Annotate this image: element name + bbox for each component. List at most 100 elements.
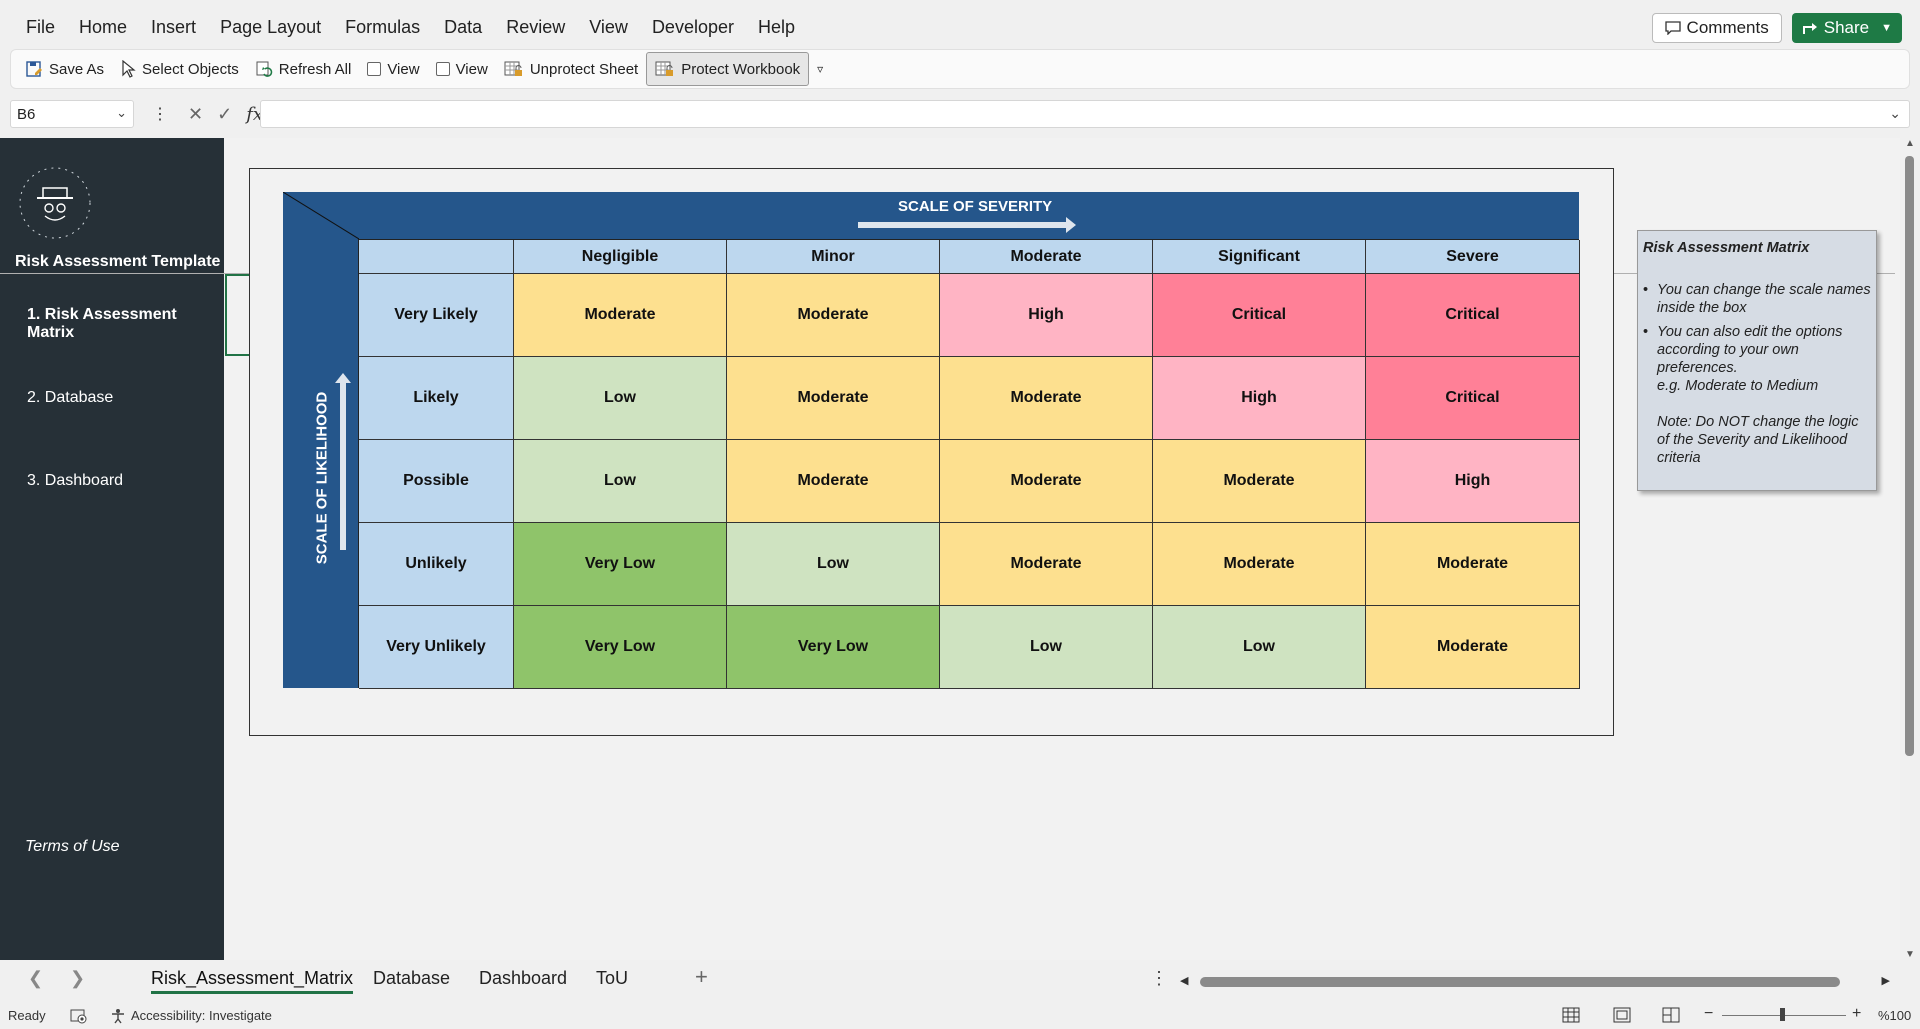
nav-database[interactable]: 2. Database xyxy=(27,389,114,406)
nav-dashboard[interactable]: 3. Dashboard xyxy=(27,472,124,489)
risk-cell[interactable]: Moderate xyxy=(727,357,940,440)
add-sheet-icon[interactable]: + xyxy=(695,964,708,989)
severity-header-cell[interactable]: Minor xyxy=(727,240,940,274)
chevron-down-icon[interactable]: ⌄ xyxy=(116,105,127,120)
sheet-area[interactable]: Risk Assessment Template 1. Risk Assessm… xyxy=(0,138,1902,960)
risk-cell[interactable]: Low xyxy=(514,440,727,523)
risk-cell[interactable]: Moderate xyxy=(514,274,727,357)
horizontal-scroll-thumb[interactable] xyxy=(1200,977,1840,987)
formula-input[interactable]: ⌄ xyxy=(260,100,1910,128)
likelihood-label-cell[interactable]: Very Unlikely xyxy=(359,606,514,689)
menu-file[interactable]: File xyxy=(26,17,56,37)
function-icon[interactable]: fx xyxy=(246,104,264,125)
risk-cell[interactable]: High xyxy=(940,274,1153,357)
name-box[interactable]: B6 ⌄ xyxy=(10,100,134,128)
matrix-corner-cell[interactable] xyxy=(359,240,514,274)
tab-risk-assessment-matrix[interactable]: Risk_Assessment_Matrix xyxy=(151,968,354,994)
scroll-right-icon[interactable]: ▶ xyxy=(1881,975,1890,987)
risk-cell[interactable]: High xyxy=(1153,357,1366,440)
likelihood-label-cell[interactable]: Possible xyxy=(359,440,514,523)
page-layout-view-icon[interactable] xyxy=(1613,1007,1631,1023)
vertical-scrollbar[interactable]: ▲ ▼ xyxy=(1900,138,1920,960)
risk-cell[interactable]: Moderate xyxy=(1366,523,1580,606)
menu-view[interactable]: View xyxy=(589,17,628,37)
tab-database[interactable]: Database xyxy=(373,968,451,988)
risk-cell[interactable]: Moderate xyxy=(727,274,940,357)
terms-of-use-link[interactable]: Terms of Use xyxy=(25,838,120,855)
macro-recording-icon[interactable] xyxy=(70,1008,88,1024)
zoom-in-icon[interactable]: + xyxy=(1852,1005,1862,1022)
selected-cell[interactable] xyxy=(225,274,251,356)
risk-cell[interactable]: Moderate xyxy=(940,357,1153,440)
menu-developer[interactable]: Developer xyxy=(651,17,734,37)
likelihood-label-cell[interactable]: Likely xyxy=(359,357,514,440)
more-options-icon[interactable]: ⋮ xyxy=(152,106,168,123)
tab-dashboard[interactable]: Dashboard xyxy=(479,968,568,988)
checkbox-icon[interactable] xyxy=(367,62,382,76)
risk-cell[interactable]: Very Low xyxy=(727,606,940,689)
unprotect-sheet-button[interactable]: Unprotect Sheet xyxy=(496,52,646,86)
risk-cell[interactable]: Moderate xyxy=(727,440,940,523)
zoom-level[interactable]: %100 xyxy=(1878,1008,1912,1023)
risk-cell[interactable]: Moderate xyxy=(1153,523,1366,606)
chevron-down-icon[interactable]: ▼ xyxy=(1881,22,1892,34)
accessibility-status[interactable]: Accessibility: Investigate xyxy=(131,1008,272,1023)
severity-header-cell[interactable]: Moderate xyxy=(940,240,1153,274)
risk-cell[interactable]: Critical xyxy=(1366,274,1580,357)
risk-cell[interactable]: Critical xyxy=(1153,274,1366,357)
zoom-out-icon[interactable]: − xyxy=(1704,1005,1714,1022)
enter-icon[interactable]: ✓ xyxy=(217,104,233,124)
risk-cell[interactable]: Critical xyxy=(1366,357,1580,440)
scroll-left-icon[interactable]: ◀ xyxy=(1180,975,1189,987)
view-checkbox-1[interactable]: View xyxy=(359,52,427,86)
menu-formulas[interactable]: Formulas xyxy=(345,17,421,37)
risk-cell[interactable]: Moderate xyxy=(1153,440,1366,523)
protect-workbook-button[interactable]: Protect Workbook xyxy=(646,52,810,86)
menu-home[interactable]: Home xyxy=(79,17,128,37)
chevron-left-icon[interactable]: ❮ xyxy=(28,968,44,988)
instructions-note[interactable]: Risk Assessment Matrix You can change th… xyxy=(1637,230,1877,491)
horizontal-scrollbar[interactable]: ◀ ▶ xyxy=(1180,975,1890,988)
scroll-up-icon[interactable]: ▲ xyxy=(1905,138,1915,149)
normal-view-icon[interactable] xyxy=(1562,1007,1580,1023)
nav-risk-assessment-matrix[interactable]: 1. Risk Assessment Matrix xyxy=(27,306,177,341)
vertical-scroll-thumb[interactable] xyxy=(1905,156,1914,756)
risk-cell[interactable]: Low xyxy=(514,357,727,440)
risk-cell[interactable]: High xyxy=(1366,440,1580,523)
select-objects-button[interactable]: Select Objects xyxy=(112,52,247,86)
risk-cell[interactable]: Moderate xyxy=(940,523,1153,606)
severity-header-cell[interactable]: Negligible xyxy=(514,240,727,274)
severity-header-cell[interactable]: Severe xyxy=(1366,240,1580,274)
chevron-down-icon[interactable]: ⌄ xyxy=(1889,105,1901,121)
comments-button[interactable]: Comments xyxy=(1651,13,1782,43)
risk-cell[interactable]: Moderate xyxy=(1366,606,1580,689)
risk-cell[interactable]: Very Low xyxy=(514,523,727,606)
share-button[interactable]: Share ▼ xyxy=(1791,13,1902,43)
save-as-button[interactable]: Save As xyxy=(17,52,112,86)
tab-tou[interactable]: ToU xyxy=(596,968,629,988)
risk-cell[interactable]: Low xyxy=(1153,606,1366,689)
likelihood-label-cell[interactable]: Very Likely xyxy=(359,274,514,357)
view-checkbox-2[interactable]: View xyxy=(428,52,496,86)
severity-header-cell[interactable]: Significant xyxy=(1153,240,1366,274)
more-options-icon[interactable]: ⋮ xyxy=(1150,968,1168,988)
ribbon-overflow-button[interactable]: ▿ xyxy=(809,52,831,86)
risk-cell[interactable]: Low xyxy=(940,606,1153,689)
risk-cell[interactable]: Moderate xyxy=(940,440,1153,523)
risk-cell[interactable]: Low xyxy=(727,523,940,606)
menu-review[interactable]: Review xyxy=(506,17,566,37)
scroll-down-icon[interactable]: ▼ xyxy=(1905,949,1915,960)
menu-insert[interactable]: Insert xyxy=(151,17,197,37)
page-break-view-icon[interactable] xyxy=(1662,1007,1680,1023)
menu-page-layout[interactable]: Page Layout xyxy=(220,17,322,37)
accessibility-icon[interactable] xyxy=(110,1008,126,1024)
risk-cell[interactable]: Very Low xyxy=(514,606,727,689)
chevron-right-icon[interactable]: ❯ xyxy=(70,968,86,988)
menu-data[interactable]: Data xyxy=(444,17,483,37)
menu-help[interactable]: Help xyxy=(757,17,796,37)
cancel-icon[interactable]: ✕ xyxy=(188,104,204,124)
refresh-all-button[interactable]: Refresh All xyxy=(247,52,360,86)
likelihood-label-cell[interactable]: Unlikely xyxy=(359,523,514,606)
checkbox-icon[interactable] xyxy=(435,62,450,76)
zoom-slider-thumb[interactable] xyxy=(1780,1008,1785,1021)
